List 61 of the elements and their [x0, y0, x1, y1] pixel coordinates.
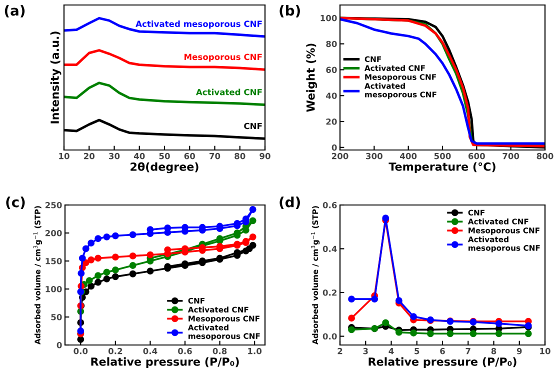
- x-tick-label: 800: [536, 152, 554, 160]
- y-tick-label: 100: [320, 14, 337, 22]
- x-tick-label: 2: [338, 348, 342, 354]
- x-tick-label: 500: [434, 152, 451, 160]
- chart-title: (d): [280, 196, 300, 209]
- x-tick-label: 300: [366, 152, 382, 160]
- x-tick-label: 50: [159, 152, 170, 160]
- x-tick-label: 7: [466, 348, 470, 354]
- x-tick-label: 8: [491, 348, 496, 354]
- x-tick-label: 6: [440, 348, 445, 354]
- series-label: Mesoporous CNF: [184, 54, 262, 62]
- x-axis-title: 2θ(degree): [130, 162, 198, 174]
- x-tick-label: 20: [84, 152, 95, 160]
- x-axis-title: Relative pressure (P/P₀): [91, 357, 239, 368]
- y-tick-label: 0.6: [322, 202, 337, 208]
- x-tick-label: 0.6: [178, 348, 192, 354]
- x-tick-label: 10: [540, 348, 550, 354]
- x-tick-label: 90: [260, 152, 270, 160]
- y-tick-label: 0.4: [322, 246, 337, 252]
- x-tick-label: 600: [468, 152, 485, 160]
- series-label: Activated mesoporous CNF: [136, 20, 262, 29]
- x-tick-label: 0.2: [108, 348, 122, 354]
- x-tick-label: 0.0: [74, 348, 88, 354]
- y-tick-label: 0.2: [322, 289, 336, 296]
- x-tick-label: 5: [414, 348, 420, 354]
- x-tick-label: 80: [234, 152, 246, 160]
- x-tick-label: 400: [400, 152, 417, 160]
- x-tick-label: 0.4: [143, 348, 158, 354]
- y-tick-label: 250: [45, 202, 62, 208]
- x-tick-label: 9: [516, 348, 522, 354]
- x-axis-title: Relative pressure (P/P₀): [368, 357, 516, 368]
- x-tick-label: 60: [184, 152, 196, 160]
- x-tick-label: 30: [109, 152, 120, 160]
- x-tick-label: 0.8: [212, 348, 227, 354]
- chart-title: (b): [280, 5, 300, 18]
- y-tick-label: 20: [326, 118, 337, 125]
- y-tick-label: 0.0: [322, 333, 337, 340]
- x-tick-label: 40: [134, 152, 145, 160]
- y-tick-label: 100: [46, 286, 62, 292]
- y-tick-label: 0: [56, 342, 62, 348]
- y-tick-label: 200: [45, 230, 62, 236]
- x-tick-label: 3: [363, 348, 368, 354]
- y-tick-label: 0: [332, 144, 337, 151]
- x-axis-title: Temperature (°C): [388, 162, 496, 173]
- x-tick-label: 10: [59, 152, 70, 160]
- x-tick-label: 200: [332, 152, 348, 160]
- chart-title: (c): [6, 196, 25, 209]
- x-tick-label: 1.0: [248, 348, 262, 354]
- x-tick-label: 70: [210, 152, 220, 160]
- y-axis-title: Intensity (a.u.): [50, 32, 62, 124]
- y-tick-label: 50: [51, 314, 62, 320]
- series-label: Activated CNF: [196, 88, 262, 96]
- y-tick-label: 150: [46, 258, 62, 264]
- chart-title: (a): [4, 5, 25, 18]
- y-tick-label: 60: [326, 66, 337, 74]
- series-label: CNF: [244, 122, 262, 130]
- y-tick-label: 80: [326, 40, 337, 48]
- y-axis-title: Weight (%): [306, 44, 318, 112]
- x-tick-label: 700: [502, 152, 520, 160]
- y-tick-label: 40: [326, 92, 337, 99]
- x-tick-label: 4: [388, 348, 394, 354]
